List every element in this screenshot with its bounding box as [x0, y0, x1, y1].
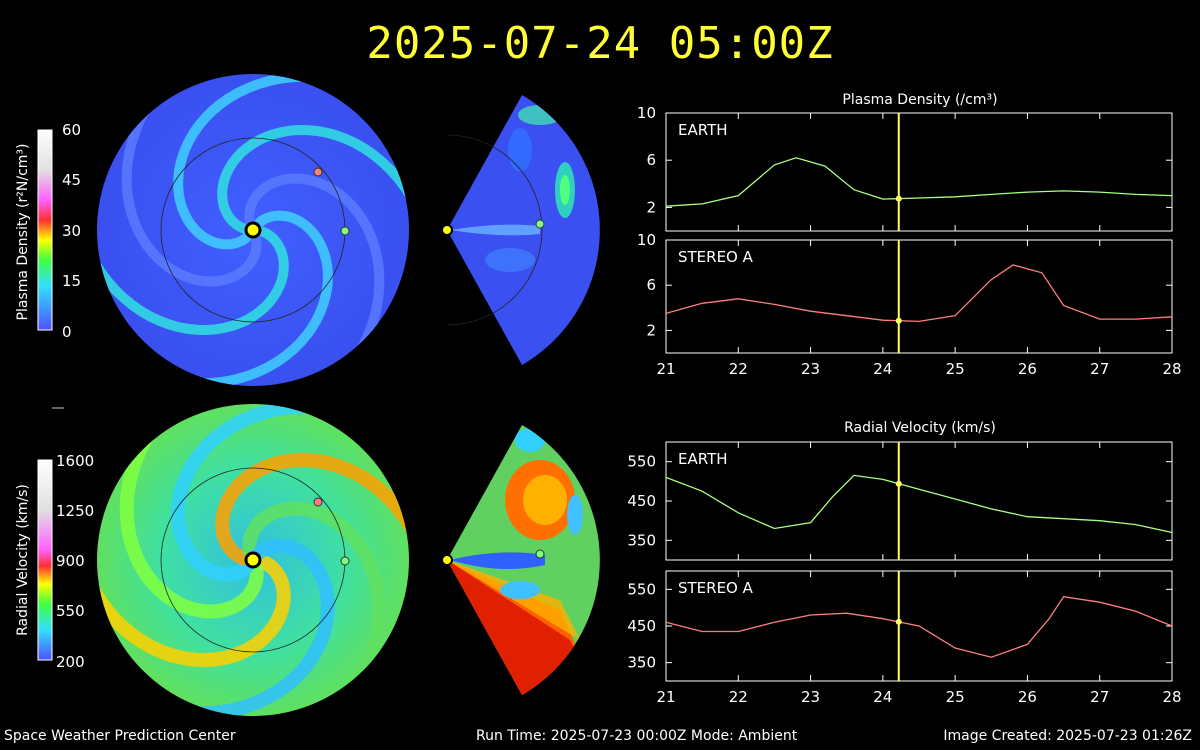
wedge-sun-marker: [441, 224, 453, 236]
x-tick-label: 28: [1162, 360, 1181, 378]
x-tick-label: 24: [873, 360, 892, 378]
series-label: STEREO A: [678, 579, 754, 597]
x-tick-label: 27: [1090, 360, 1109, 378]
series-line-earth: [665, 474, 1173, 534]
velocity-tick-1250: 1250: [56, 502, 94, 520]
current-time-point: [895, 195, 902, 202]
x-tick-label: 22: [729, 688, 748, 706]
y-tick-label: 550: [627, 453, 656, 471]
footer-org: Space Weather Prediction Center: [4, 728, 236, 744]
velocity-meridional-wedge: [441, 425, 600, 695]
velocity-earth-marker: [340, 556, 350, 566]
page-title: 2025-07-24 05:00Z: [366, 18, 834, 69]
x-tick-label: 26: [1018, 688, 1037, 706]
density-meridional-wedge: [441, 95, 600, 365]
wedge-earth-marker: [535, 219, 545, 229]
velocity-colorbar-scale: [37, 459, 53, 661]
y-tick-label: 450: [627, 617, 656, 635]
velocity-panel-title: Radial Velocity (km/s): [844, 420, 996, 436]
x-tick-label: 26: [1018, 360, 1037, 378]
footer-created: Image Created: 2025-07-23 01:26Z: [943, 728, 1192, 744]
velocity-tick-550: 550: [56, 602, 85, 620]
y-tick-label: 10: [637, 104, 656, 122]
current-time-point: [895, 317, 902, 324]
current-time-point: [895, 618, 902, 625]
velocity-colorbar: 1600 1250 900 550 200 Radial Velocity (k…: [15, 452, 94, 671]
velocity-stereo-a-marker: [313, 497, 323, 507]
y-tick-label: 350: [627, 654, 656, 672]
density-colorbar: 60 45 30 15 0 Plasma Density (r²N/cm³): [15, 121, 81, 341]
density-tick-15: 15: [62, 272, 81, 290]
footer-run-time: Run Time: 2025-07-23 00:00Z Mode: Ambien…: [476, 728, 798, 744]
density-colorbar-scale: [37, 129, 53, 331]
velocity-tick-1600: 1600: [56, 452, 94, 470]
x-tick-label: 27: [1090, 688, 1109, 706]
series-line-stereo-a: [665, 264, 1173, 323]
velocity-sun-marker: [244, 551, 262, 569]
y-tick-label: 2: [646, 321, 656, 339]
velocity-spiral-arms: [97, 404, 409, 716]
density-tick-60: 60: [62, 121, 81, 139]
x-tick-label: 25: [946, 360, 965, 378]
series-line-stereo-a: [665, 595, 1173, 658]
density-polar-map: [97, 74, 409, 386]
series-label: STEREO A: [678, 248, 754, 266]
x-tick-label: 21: [656, 360, 675, 378]
density-tick-30: 30: [62, 222, 81, 240]
velocity-tick-900: 900: [56, 552, 85, 570]
earth-velocity-panel: 550 450 350 EARTH: [627, 441, 1173, 561]
y-tick-label: 450: [627, 492, 656, 510]
y-tick-label: 10: [637, 231, 656, 249]
x-tick-label: 23: [801, 688, 820, 706]
y-tick-label: 6: [646, 151, 656, 169]
x-tick-label: 28: [1162, 688, 1181, 706]
velocity-wedge-sun-marker: [441, 554, 453, 566]
y-tick-label: 2: [646, 198, 656, 216]
density-tick-45: 45: [62, 171, 81, 189]
x-tick-label: 22: [729, 360, 748, 378]
series-label: EARTH: [678, 450, 728, 468]
earth-marker: [340, 226, 350, 236]
panel-frame: [665, 112, 1173, 232]
y-tick-label: 6: [646, 276, 656, 294]
series-line-earth: [665, 157, 1173, 207]
stereo-a-marker: [313, 167, 323, 177]
x-tick-label: 25: [946, 688, 965, 706]
x-tick-label: 21: [656, 688, 675, 706]
velocity-wedge-earth-marker: [535, 549, 545, 559]
y-tick-label: 550: [627, 580, 656, 598]
x-tick-label: 23: [801, 360, 820, 378]
sun-marker: [244, 221, 262, 239]
x-tick-label: 24: [873, 688, 892, 706]
current-time-point: [895, 480, 902, 487]
earth-density-panel: 10 6 2 EARTH: [637, 104, 1173, 232]
velocity-tick-200: 200: [56, 653, 85, 671]
stereo-a-density-panel: 10 6 2 21 22 23 24 25 26 27 28 STEREO A: [637, 231, 1182, 378]
density-spiral-arms: [97, 74, 409, 386]
velocity-colorbar-label: Radial Velocity (km/s): [15, 484, 31, 636]
series-label: EARTH: [678, 121, 728, 139]
density-colorbar-label: Plasma Density (r²N/cm³): [15, 144, 31, 321]
density-tick-0: 0: [62, 323, 72, 341]
panel-frame: [665, 441, 1173, 561]
y-tick-label: 350: [627, 531, 656, 549]
density-panel-title: Plasma Density (/cm³): [842, 92, 997, 108]
velocity-polar-map: [97, 404, 409, 716]
panel-frame: [665, 239, 1173, 354]
